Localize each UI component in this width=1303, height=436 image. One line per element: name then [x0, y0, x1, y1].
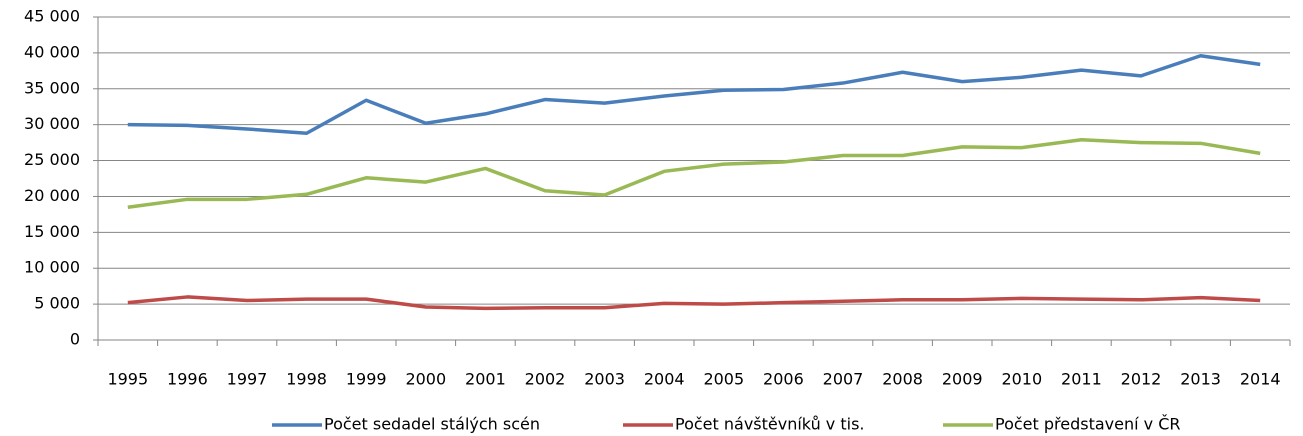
x-tick-label: 1999: [346, 370, 387, 389]
y-tick-label: 45 000: [24, 7, 80, 26]
x-tick-label: 1997: [227, 370, 268, 389]
x-tick-label: 2007: [823, 370, 864, 389]
x-tick-label: 2009: [942, 370, 983, 389]
x-tick-label: 2004: [644, 370, 685, 389]
x-tick-label: 2003: [584, 370, 625, 389]
x-tick-label: 2010: [1001, 370, 1042, 389]
legend-label: Počet představení v ČR: [995, 415, 1181, 434]
x-tick-label: 2012: [1121, 370, 1162, 389]
y-tick-label: 40 000: [24, 42, 80, 61]
y-tick-label: 20 000: [24, 186, 80, 205]
y-tick-label: 0: [70, 330, 80, 349]
y-tick-label: 10 000: [24, 258, 80, 277]
x-tick-label: 2008: [882, 370, 923, 389]
x-tick-label: 2002: [525, 370, 566, 389]
y-tick-label: 35 000: [24, 78, 80, 97]
x-tick-label: 2011: [1061, 370, 1102, 389]
legend-label: Počet návštěvníků v tis.: [675, 415, 864, 434]
x-tick-label: 2013: [1180, 370, 1221, 389]
series-line: [127, 137, 1261, 209]
x-tick-label: 2000: [405, 370, 446, 389]
x-tick-label: 1998: [286, 370, 327, 389]
y-tick-label: 15 000: [24, 222, 80, 241]
series-line: [127, 295, 1261, 311]
x-tick-label: 2014: [1240, 370, 1281, 389]
x-tick-label: 2006: [763, 370, 804, 389]
legend-label: Počet sedadel stálých scén: [324, 415, 540, 434]
series-line: [127, 54, 1261, 136]
y-tick-label: 5 000: [34, 294, 80, 313]
x-tick-label: 2001: [465, 370, 506, 389]
x-tick-label: 2005: [703, 370, 744, 389]
y-tick-label: 25 000: [24, 150, 80, 169]
x-tick-label: 1996: [167, 370, 208, 389]
y-tick-label: 30 000: [24, 114, 80, 133]
x-tick-label: 1995: [107, 370, 148, 389]
